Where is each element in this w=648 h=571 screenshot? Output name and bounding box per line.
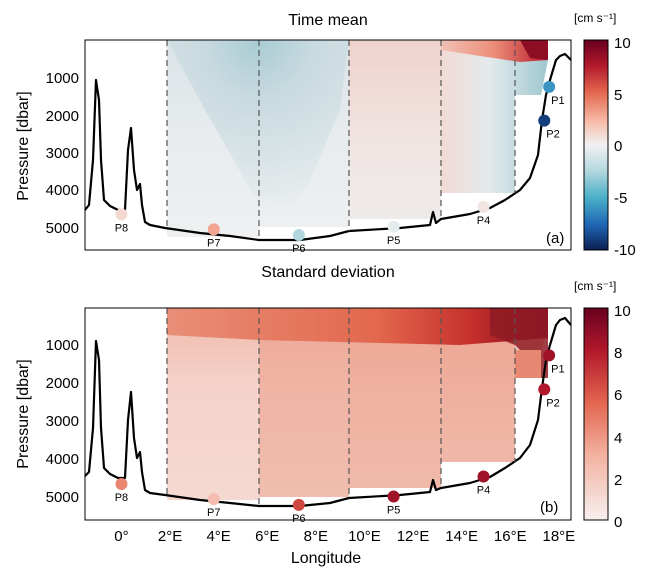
mooring-marker-p1 [543, 80, 556, 93]
mooring-label-p8: P8 [115, 222, 128, 234]
mooring-label-p4: P4 [477, 215, 490, 227]
mooring-marker-p4 [477, 470, 490, 483]
panel-b-x-ticks: 0° 2°E 4°E 6°E 8°E 10°E 12°E 14°E 16°E 18°E [114, 528, 575, 545]
panel-b-xtick: 16°E [494, 528, 527, 545]
panel-b-xtick: 4°E [206, 528, 230, 545]
mooring-marker-p4 [477, 200, 490, 213]
mooring-label-p8: P8 [115, 492, 128, 504]
panel-a-title: Time mean [288, 12, 367, 29]
mooring-marker-p5 [387, 220, 400, 233]
panel-a-label: (a) [546, 230, 564, 247]
panel-a-colorbar: [cm s⁻¹] 10 5 0 -5 -10 [574, 11, 636, 259]
panel-b-xtick: 0° [114, 528, 128, 545]
panel-a-cbtick: -10 [614, 242, 636, 259]
panel-b-ytick: 3000 [46, 413, 79, 430]
panel-b-colorbar-label: [cm s⁻¹] [574, 279, 616, 293]
mooring-marker-p1 [543, 349, 556, 362]
mooring-label-p1: P1 [551, 363, 564, 375]
mooring-label-p5: P5 [387, 235, 400, 247]
mooring-label-p7: P7 [207, 237, 220, 249]
panel-b-cbtick: 4 [614, 430, 622, 447]
panel-b-mooring-lines [166, 308, 516, 506]
panel-a-ytick: 1000 [46, 70, 79, 87]
panel-a-frame [84, 39, 572, 251]
panel-a-ytick: 5000 [46, 220, 79, 237]
panel-a: Time mean P1 P2 P4 P5 P6 P7 P8 (a) 1000 2000 3… [15, 11, 636, 259]
panel-a-ytick: 3000 [46, 145, 79, 162]
panel-b-y-ticks: 1000 2000 3000 4000 5000 [46, 337, 79, 506]
mooring-marker-p8 [115, 478, 128, 491]
panel-b-ytick: 4000 [46, 451, 79, 468]
panel-a-cbtick: 10 [614, 35, 631, 52]
mooring-marker-p5 [387, 490, 400, 503]
mooring-marker-p7 [207, 493, 220, 506]
panel-a-cbtick: -5 [614, 190, 627, 207]
panel-a-ytick: 4000 [46, 182, 79, 199]
mooring-label-p6: P6 [292, 243, 305, 255]
mooring-label-p2: P2 [546, 129, 559, 141]
mooring-marker-p2 [538, 383, 551, 396]
mooring-label-p6: P6 [292, 513, 305, 525]
panel-b-colorbar-bar [583, 307, 609, 521]
mooring-label-p1: P1 [551, 95, 564, 107]
panel-b-xtick: 8°E [304, 528, 328, 545]
panel-a-cbtick: 0 [614, 138, 622, 155]
panel-b-ytick: 2000 [46, 375, 79, 392]
panel-b-xtick: 12°E [397, 528, 430, 545]
mooring-label-p4: P4 [477, 484, 490, 496]
panel-b-cbtick: 10 [614, 303, 631, 320]
panel-b-xtick: 2°E [158, 528, 182, 545]
panel-a-colorbar-bar [583, 39, 609, 251]
panel-b-frame [84, 307, 572, 521]
panel-b-xtick: 14°E [445, 528, 478, 545]
panel-b-markers: P1 P2 P4 P5 P6 P7 P8 [115, 349, 565, 525]
panel-b-xtick: 18°E [542, 528, 575, 545]
mooring-label-p5: P5 [387, 505, 400, 517]
panel-b-cbtick: 6 [614, 387, 622, 404]
mooring-label-p7: P7 [207, 507, 220, 519]
panel-a-cbtick: 5 [614, 87, 622, 104]
panel-b-cbtick: 2 [614, 472, 622, 489]
panel-b-field [167, 308, 548, 500]
panel-b-title: Standard deviation [261, 264, 394, 281]
mooring-label-p2: P2 [546, 397, 559, 409]
panel-b-ytick: 1000 [46, 337, 79, 354]
mooring-marker-p6 [292, 229, 305, 241]
panel-a-field [167, 40, 548, 237]
panel-b-ylabel: Pressure [dbar] [15, 359, 32, 468]
panel-a-markers: P1 P2 P4 P5 P6 P7 P8 [115, 80, 565, 255]
mooring-marker-p6 [292, 498, 305, 511]
panel-b: Standard deviation P1 P2 P4 P5 P6 P7 P8 (b) 10… [15, 264, 631, 567]
panel-a-ytick: 2000 [46, 108, 79, 125]
panel-b-ytick: 5000 [46, 489, 79, 506]
panel-a-ylabel: Pressure [dbar] [15, 91, 32, 200]
panel-b-cbtick: 0 [614, 514, 622, 531]
panel-b-label: (b) [540, 499, 558, 516]
panel-b-colorbar: [cm s⁻¹] 10 8 6 4 2 0 [574, 279, 631, 531]
panel-b-xtick: 10°E [348, 528, 381, 545]
panel-a-mooring-lines [166, 40, 516, 240]
panel-a-colorbar-label: [cm s⁻¹] [574, 11, 616, 25]
mooring-marker-p7 [207, 223, 220, 236]
panel-b-xtick: 6°E [255, 528, 279, 545]
panel-b-cbtick: 8 [614, 345, 622, 362]
mooring-marker-p2 [538, 114, 551, 127]
panel-a-y-ticks: 1000 2000 3000 4000 5000 [46, 70, 79, 237]
panel-b-xlabel: Longitude [291, 550, 361, 567]
mooring-marker-p8 [115, 208, 128, 221]
